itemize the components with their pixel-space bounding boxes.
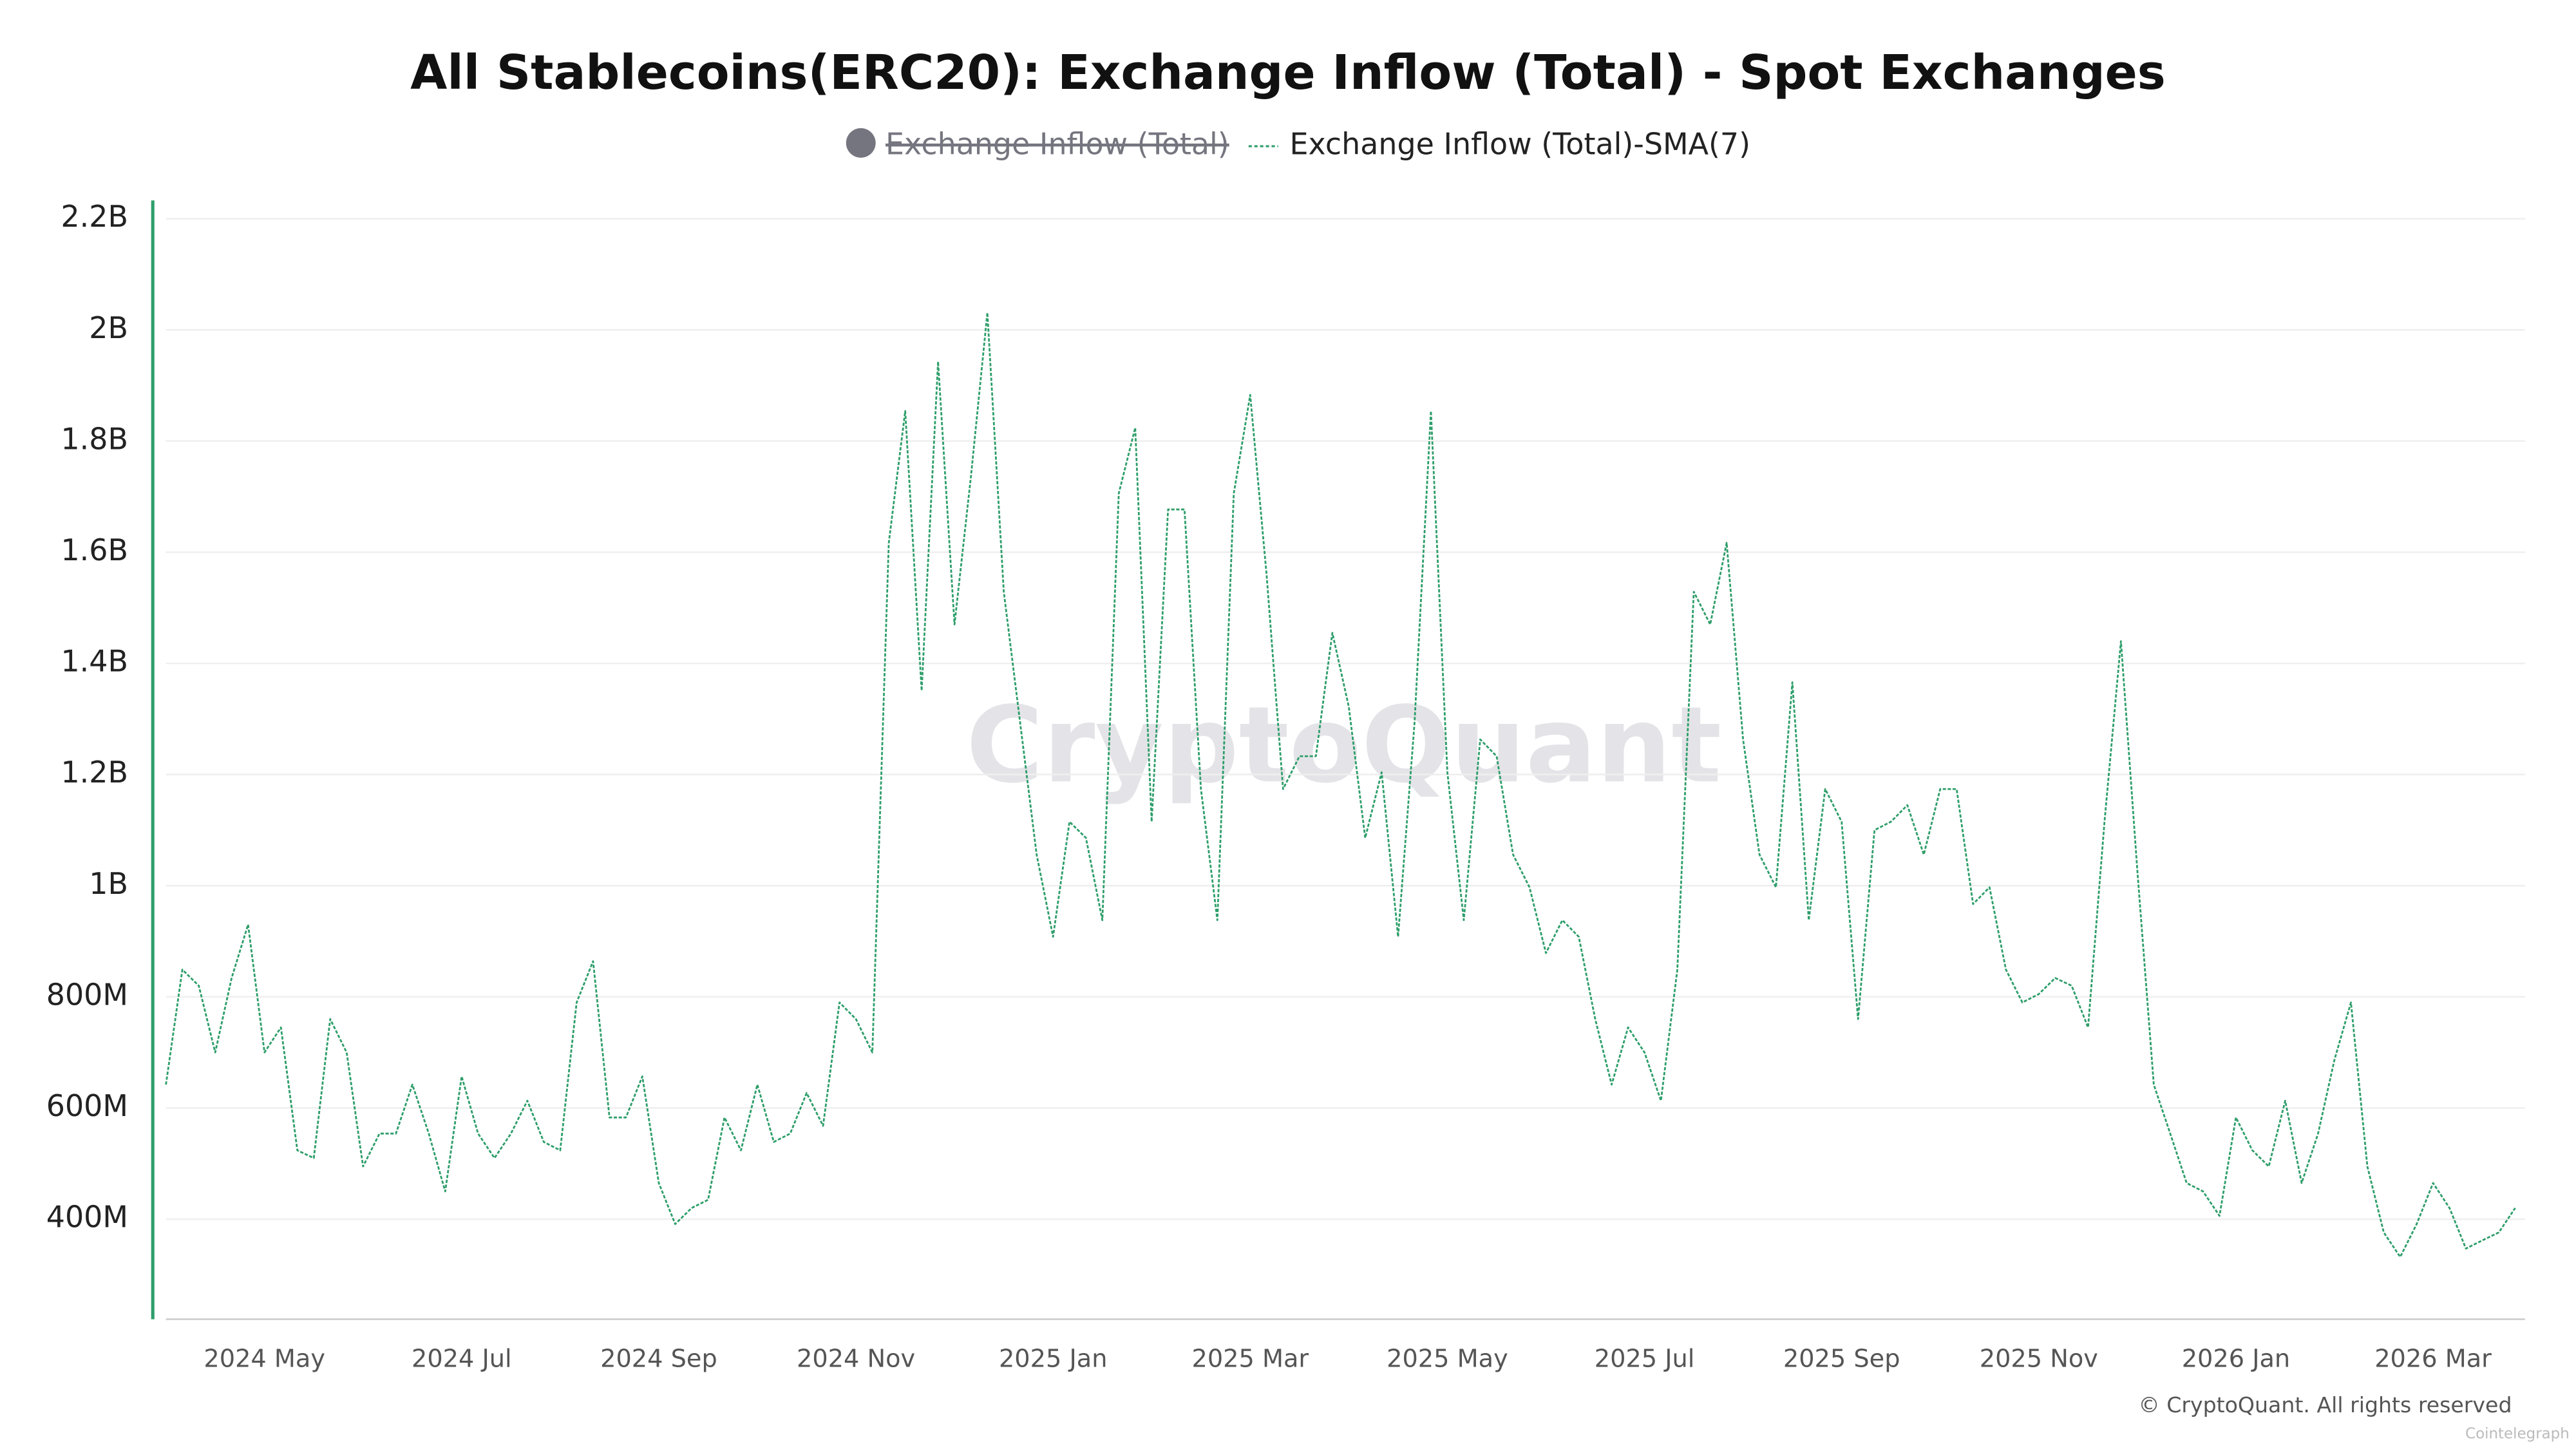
- source: Cointelegraph: [2465, 1426, 2570, 1443]
- x-tick-label: 2024 Jul: [412, 1345, 512, 1374]
- y-tick-label: 2.2B: [61, 199, 128, 234]
- y-tick-label: 1.8B: [61, 421, 128, 456]
- x-tick-label: 2024 May: [204, 1345, 325, 1374]
- legend-swatch[interactable]: [846, 128, 876, 158]
- credit: © CryptoQuant. All rights reserved: [2139, 1392, 2512, 1417]
- x-tick-label: 2025 Sep: [1783, 1345, 1900, 1374]
- y-tick-label: 600M: [46, 1088, 128, 1123]
- x-tick-label: 2024 Sep: [600, 1345, 717, 1374]
- x-tick-label: 2025 Jul: [1595, 1345, 1695, 1374]
- y-tick-label: 1.2B: [61, 755, 128, 790]
- x-tick-label: 2025 Nov: [1980, 1345, 2098, 1374]
- y-tick-label: 1.4B: [61, 644, 128, 679]
- x-tick-label: 2024 Nov: [797, 1345, 915, 1374]
- y-tick-label: 1B: [89, 866, 128, 901]
- y-tick-label: 2B: [89, 310, 128, 345]
- y-tick-label: 1.6B: [61, 533, 128, 567]
- chart-title: All Stablecoins(ERC20): Exchange Inflow …: [410, 45, 2166, 100]
- legend-label[interactable]: Exchange Inflow (Total)-SMA(7): [1290, 127, 1750, 162]
- legend-label[interactable]: Exchange Inflow (Total): [886, 127, 1229, 162]
- x-tick-label: 2025 May: [1387, 1345, 1508, 1374]
- x-tick-label: 2026 Mar: [2374, 1345, 2492, 1374]
- x-tick-label: 2026 Jan: [2182, 1345, 2290, 1374]
- watermark: CryptoQuant: [966, 683, 1721, 806]
- x-tick-label: 2025 Mar: [1191, 1345, 1309, 1374]
- y-tick-label: 800M: [46, 977, 128, 1012]
- y-tick-label: 400M: [46, 1200, 128, 1235]
- x-tick-label: 2025 Jan: [999, 1345, 1107, 1374]
- data-line: [165, 312, 2516, 1258]
